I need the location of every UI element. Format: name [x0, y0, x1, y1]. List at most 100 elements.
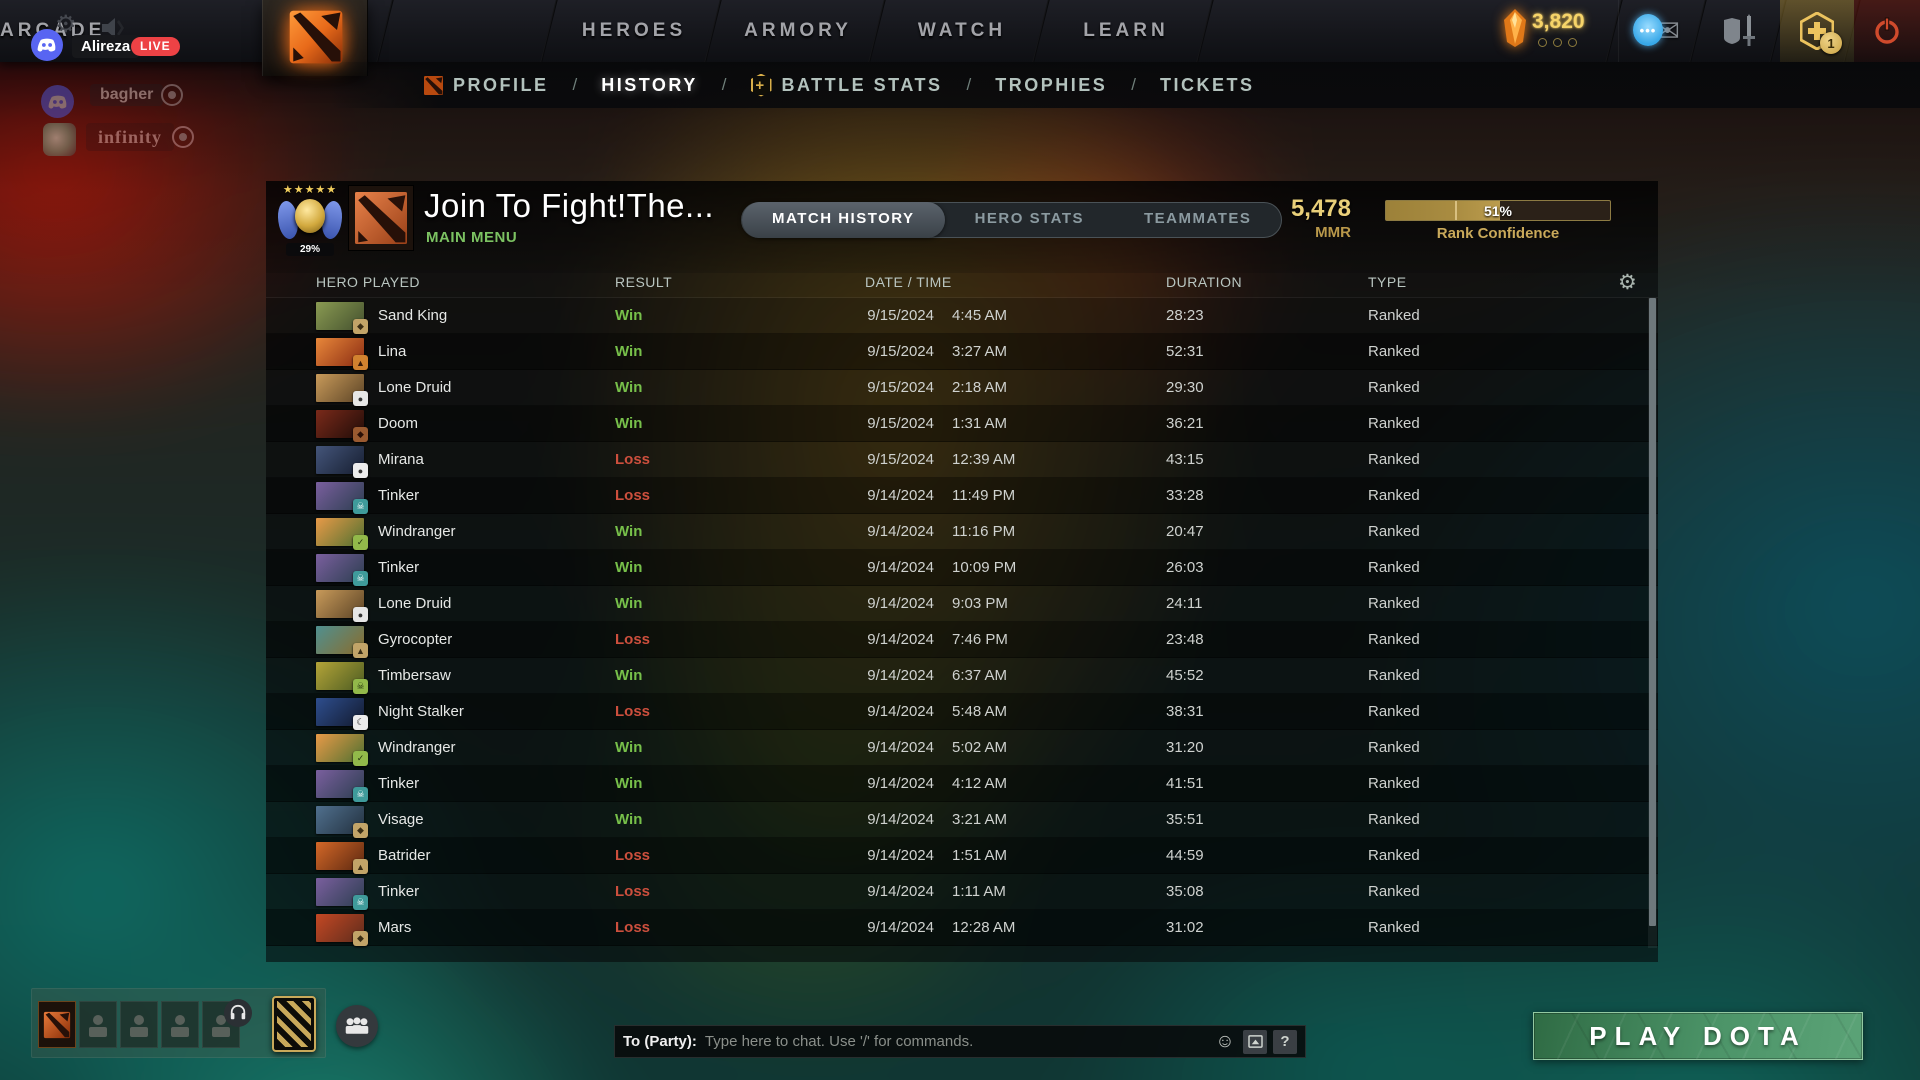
table-row[interactable]: ☾ Night Stalker Loss 9/14/2024 5:48 AM 3… [266, 694, 1658, 730]
nav-item[interactable]: WATCH [917, 20, 1007, 41]
scrollbar-thumb[interactable] [1649, 298, 1656, 926]
chat-channel-label: To (Party): [623, 1033, 697, 1050]
banner-stripes [277, 1001, 311, 1047]
match-duration: 35:08 [1166, 883, 1204, 900]
help-button[interactable]: ? [1273, 1029, 1297, 1054]
shard-icon [1504, 9, 1526, 47]
hero-portrait: ☠ [316, 482, 368, 514]
profile-tab[interactable]: TEAMMATES [1144, 210, 1252, 227]
player-status: MAIN MENU [426, 229, 518, 246]
match-result: Win [615, 379, 643, 396]
medal-percentile: 29% [286, 243, 334, 256]
friend-avatar[interactable] [43, 123, 76, 156]
match-result: Win [615, 595, 643, 612]
match-type: Ranked [1368, 343, 1420, 360]
match-result: Win [615, 739, 643, 756]
match-date: 9/14/2024 [867, 487, 934, 504]
gif-picker-icon[interactable] [1243, 1029, 1267, 1054]
match-type: Ranked [1368, 487, 1420, 504]
table-row[interactable]: ☠ Tinker Loss 9/14/2024 1:11 AM 35:08 Ra… [266, 874, 1658, 910]
dota-plus-button[interactable]: 1 [1780, 0, 1854, 62]
match-duration: 44:59 [1166, 847, 1204, 864]
nav-item[interactable]: ARMORY [744, 20, 852, 41]
profile-tab[interactable]: HERO STATS [974, 210, 1085, 227]
subnav-separator: / [721, 75, 727, 94]
match-time: 4:12 AM [952, 775, 1008, 792]
emoji-icon[interactable]: ☺ [1215, 1030, 1235, 1052]
discord-avatar[interactable] [41, 85, 74, 118]
subnav-battle-stats[interactable]: + BATTLE STATS [750, 73, 943, 97]
subnav-tickets[interactable]: TICKETS [1160, 75, 1255, 96]
shard-wallet[interactable]: 3,820 [1500, 8, 1610, 56]
player-avatar[interactable] [348, 185, 414, 251]
match-time: 1:11 AM [952, 883, 1006, 900]
table-row[interactable]: ▲ Batrider Loss 9/14/2024 1:51 AM 44:59 … [266, 838, 1658, 874]
subnav-label: HISTORY [601, 74, 698, 95]
table-row[interactable]: ◆ Doom Win 9/15/2024 1:31 AM 36:21 Ranke… [266, 406, 1658, 442]
match-result: Win [615, 415, 643, 432]
subnav-separator: / [966, 75, 972, 94]
table-row[interactable]: ● Lone Druid Win 9/15/2024 2:18 AM 29:30… [266, 370, 1658, 406]
voice-status-icon [172, 126, 194, 148]
table-row[interactable]: ✓ Windranger Win 9/14/2024 11:16 PM 20:4… [266, 514, 1658, 550]
table-row[interactable]: ▲ Lina Win 9/15/2024 3:27 AM 52:31 Ranke… [266, 334, 1658, 370]
match-type: Ranked [1368, 307, 1420, 324]
table-row[interactable]: ▲ Gyrocopter Loss 9/14/2024 7:46 PM 23:4… [266, 622, 1658, 658]
voice-chat-button[interactable] [224, 999, 252, 1027]
table-row[interactable]: ☠ Timbersaw Win 9/14/2024 6:37 AM 45:52 … [266, 658, 1658, 694]
table-row[interactable]: ☠ Tinker Win 9/14/2024 10:09 PM 26:03 Ra… [266, 550, 1658, 586]
live-badge: LIVE [131, 37, 180, 56]
home-button[interactable] [262, 0, 368, 76]
hero-portrait: ◆ [316, 302, 368, 334]
table-row[interactable]: ☠ Tinker Loss 9/14/2024 11:49 PM 33:28 R… [266, 478, 1658, 514]
discord-avatar[interactable] [31, 29, 63, 61]
party-slot-empty[interactable] [161, 1001, 199, 1048]
table-row[interactable]: ◆ Mars Loss 9/14/2024 12:28 AM 31:02 Ran… [266, 910, 1658, 946]
party-slot-empty[interactable] [120, 1001, 158, 1048]
armory-button[interactable] [1700, 0, 1780, 62]
party-finder-button[interactable] [336, 1005, 378, 1047]
hero-name: Night Stalker [378, 703, 464, 720]
table-row[interactable]: ◆ Visage Win 9/14/2024 3:21 AM 35:51 Ran… [266, 802, 1658, 838]
table-row[interactable]: ◆ Sand King Win 9/15/2024 4:45 AM 28:23 … [266, 298, 1658, 334]
hero-facet-icon: ▲ [353, 643, 368, 658]
party-slot-empty[interactable] [79, 1001, 117, 1048]
match-duration: 52:31 [1166, 343, 1204, 360]
scrollbar-track[interactable] [1648, 298, 1657, 948]
subnav-separator: / [1131, 75, 1136, 94]
play-dota-button[interactable]: PLAY DOTA [1533, 1012, 1863, 1060]
match-time: 5:02 AM [952, 739, 1008, 756]
person-icon [89, 1014, 107, 1037]
subnav-profile[interactable]: PROFILE [424, 75, 549, 96]
subnav-trophies[interactable]: TROPHIES [995, 75, 1107, 96]
profile-tab[interactable]: MATCH HISTORY [742, 202, 945, 238]
nav-item[interactable]: LEARN [1083, 20, 1169, 41]
speaker-icon[interactable] [100, 16, 130, 40]
table-row[interactable]: ☠ Tinker Win 9/14/2024 4:12 AM 41:51 Ran… [266, 766, 1658, 802]
column-date-time: DATE / TIME [865, 274, 952, 290]
hero-portrait: ◆ [316, 410, 368, 442]
table-row[interactable]: ● Mirana Loss 9/15/2024 12:39 AM 43:15 R… [266, 442, 1658, 478]
match-duration: 43:15 [1166, 451, 1204, 468]
notifications-button[interactable]: ✉ ••• [1618, 0, 1700, 62]
hero-portrait: ✓ [316, 518, 368, 550]
party-slot-self[interactable] [38, 1001, 76, 1048]
settings-gear-icon[interactable]: ⚙ [1618, 271, 1637, 294]
subnav-history[interactable]: HISTORY [601, 75, 698, 96]
table-row[interactable]: ✓ Windranger Win 9/14/2024 5:02 AM 31:20… [266, 730, 1658, 766]
subnav-label: TROPHIES [995, 74, 1108, 95]
guild-banner-icon[interactable] [272, 996, 316, 1052]
column-hero-played: HERO PLAYED [316, 274, 421, 290]
chat-input[interactable]: Type here to chat. Use '/' for commands. [704, 1033, 974, 1050]
chat-bar[interactable]: To (Party): Type here to chat. Use '/' f… [614, 1025, 1306, 1058]
hero-facet-icon: ◆ [353, 427, 368, 442]
mmr-label: MMR [1315, 224, 1351, 241]
power-button[interactable] [1854, 0, 1920, 62]
match-type: Ranked [1368, 739, 1420, 756]
table-row[interactable]: ● Lone Druid Win 9/14/2024 9:03 PM 24:11… [266, 586, 1658, 622]
gear-icon[interactable]: ⚙ [55, 11, 77, 38]
match-type: Ranked [1368, 379, 1420, 396]
nav-item[interactable]: HEROES [581, 20, 687, 41]
match-duration: 31:20 [1166, 739, 1204, 756]
match-duration: 41:51 [1166, 775, 1204, 792]
